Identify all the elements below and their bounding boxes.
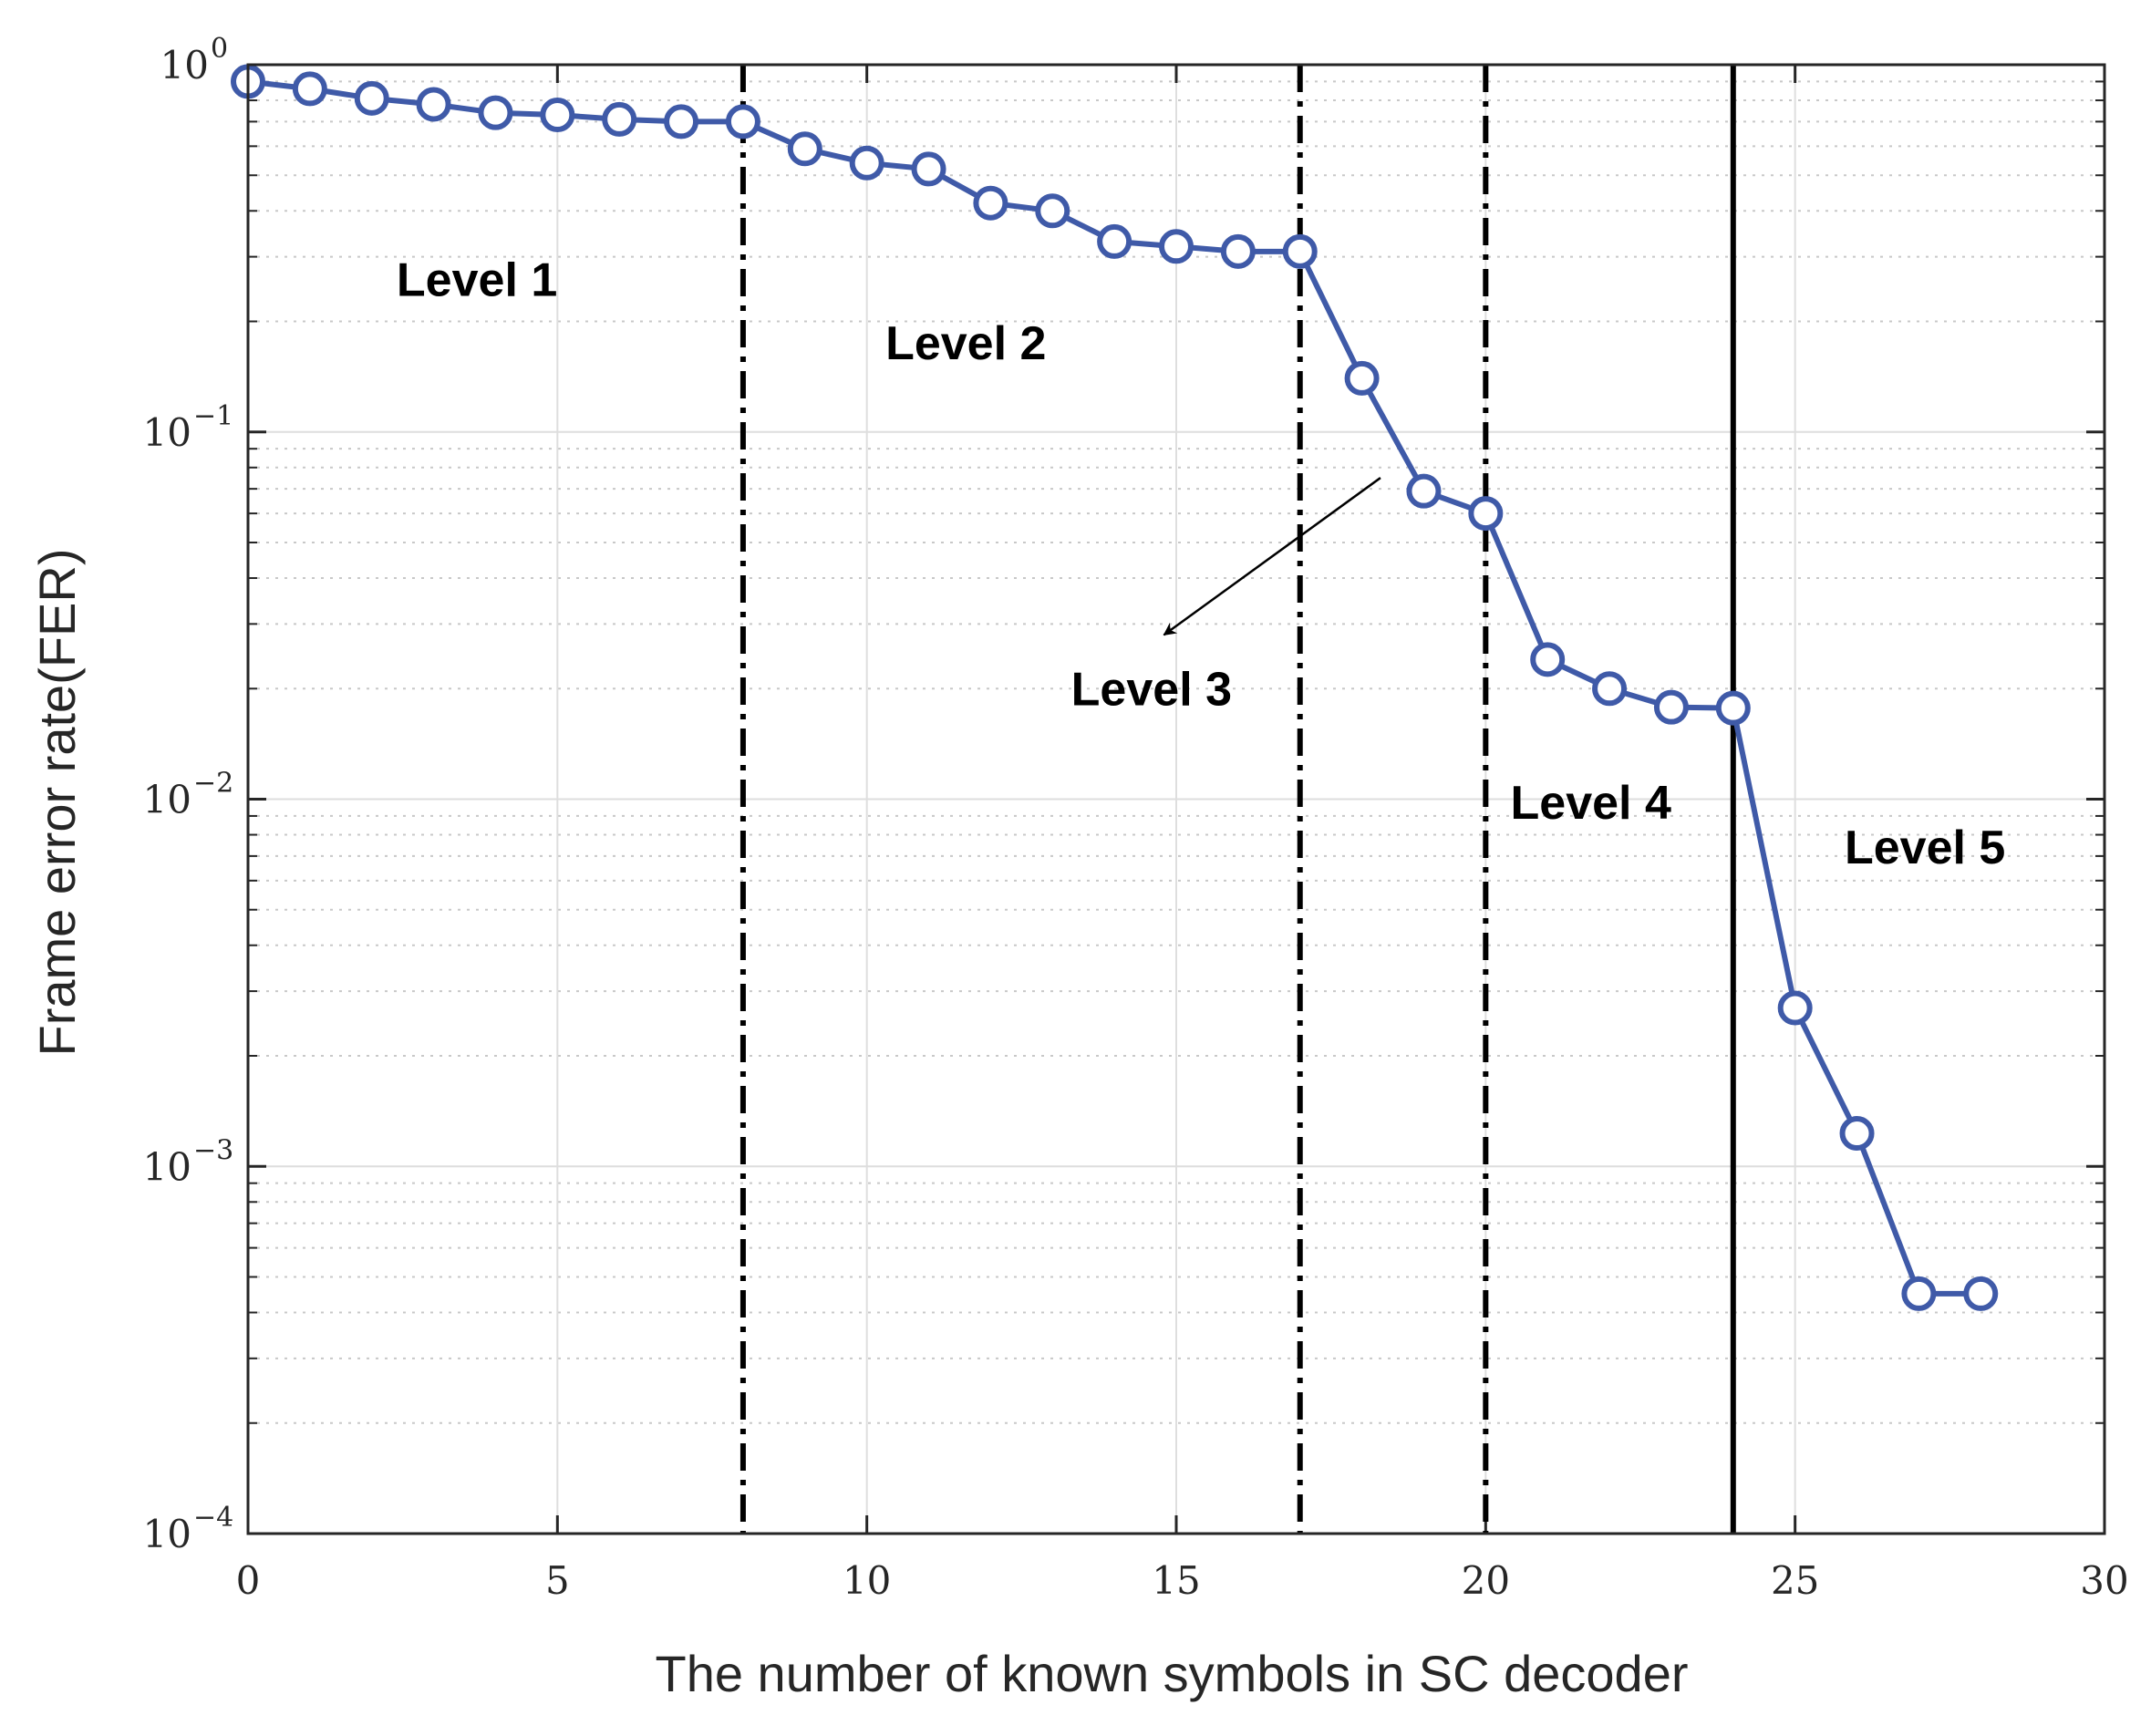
y-axis-label: Frame error rate(FER) bbox=[28, 549, 86, 1057]
y-tick-exponent: −3 bbox=[193, 1134, 233, 1166]
data-point bbox=[1220, 233, 1256, 269]
data-point bbox=[1097, 223, 1132, 259]
level-boundaries bbox=[739, 65, 1736, 1534]
x-tick-label: 0 bbox=[236, 1558, 261, 1603]
y-tick-base: 10 bbox=[143, 1512, 191, 1556]
x-tick-label: 30 bbox=[2080, 1558, 2128, 1603]
data-point bbox=[911, 151, 946, 187]
y-tick-base: 10 bbox=[143, 1144, 191, 1189]
level-label: Level 2 bbox=[885, 317, 1046, 370]
y-tick-exponent: 0 bbox=[211, 33, 228, 65]
data-point bbox=[1715, 690, 1751, 726]
data-point bbox=[1282, 233, 1318, 269]
x-tick-label: 15 bbox=[1152, 1558, 1200, 1603]
x-tick-label: 25 bbox=[1771, 1558, 1819, 1603]
data-point bbox=[602, 101, 637, 137]
data-point bbox=[1963, 1276, 1999, 1311]
data-point bbox=[1592, 671, 1628, 707]
level-label: Level 5 bbox=[1845, 822, 2005, 874]
annotations: Level 1 Level 2 Level 3 Level 4 Level 5 bbox=[397, 254, 2005, 875]
data-point bbox=[354, 80, 389, 116]
data-point bbox=[849, 145, 884, 181]
y-tick-base: 10 bbox=[143, 410, 191, 455]
y-tick-label: 10 0 bbox=[160, 33, 229, 88]
level-label: Level 4 bbox=[1511, 777, 1671, 830]
level-label: Level 3 bbox=[1071, 663, 1232, 716]
y-tick-exponent: −2 bbox=[193, 768, 233, 800]
y-tick-exponent: −1 bbox=[193, 400, 233, 432]
data-point bbox=[478, 95, 513, 130]
data-point bbox=[1344, 360, 1380, 396]
data-point bbox=[1777, 990, 1813, 1026]
y-tick-label: 10 −4 bbox=[143, 1502, 234, 1556]
plot-frame bbox=[246, 63, 2106, 1535]
axes-frame bbox=[246, 63, 2106, 1535]
data-point bbox=[1653, 689, 1689, 725]
x-tick-label: 20 bbox=[1462, 1558, 1510, 1603]
data-point bbox=[787, 131, 822, 167]
data-point bbox=[1159, 229, 1194, 264]
data-point bbox=[1406, 473, 1442, 509]
x-tick-label: 5 bbox=[545, 1558, 570, 1603]
y-tick-label: 10 −2 bbox=[143, 768, 234, 822]
data-point bbox=[1901, 1276, 1937, 1311]
data-point bbox=[725, 104, 760, 140]
x-axis-label: The number of known symbols in SC decode… bbox=[656, 1645, 1689, 1702]
data-point bbox=[1530, 642, 1566, 677]
data-point bbox=[292, 71, 327, 107]
y-tick-base: 10 bbox=[143, 778, 191, 822]
series bbox=[231, 64, 1999, 1311]
y-tick-label: 10 −1 bbox=[143, 400, 234, 455]
data-point bbox=[973, 185, 1008, 221]
x-tick-label: 10 bbox=[843, 1558, 891, 1603]
y-tick-base: 10 bbox=[160, 43, 209, 88]
annotation-arrow bbox=[1163, 477, 1381, 636]
data-point bbox=[1035, 193, 1070, 229]
data-point bbox=[416, 87, 451, 122]
y-tick-label: 10 −3 bbox=[143, 1134, 234, 1189]
level-label: Level 1 bbox=[397, 254, 557, 307]
data-point bbox=[664, 104, 699, 140]
data-point bbox=[1468, 496, 1504, 532]
data-point bbox=[1839, 1116, 1875, 1152]
data-point bbox=[540, 98, 575, 133]
y-tick-exponent: −4 bbox=[193, 1502, 233, 1534]
